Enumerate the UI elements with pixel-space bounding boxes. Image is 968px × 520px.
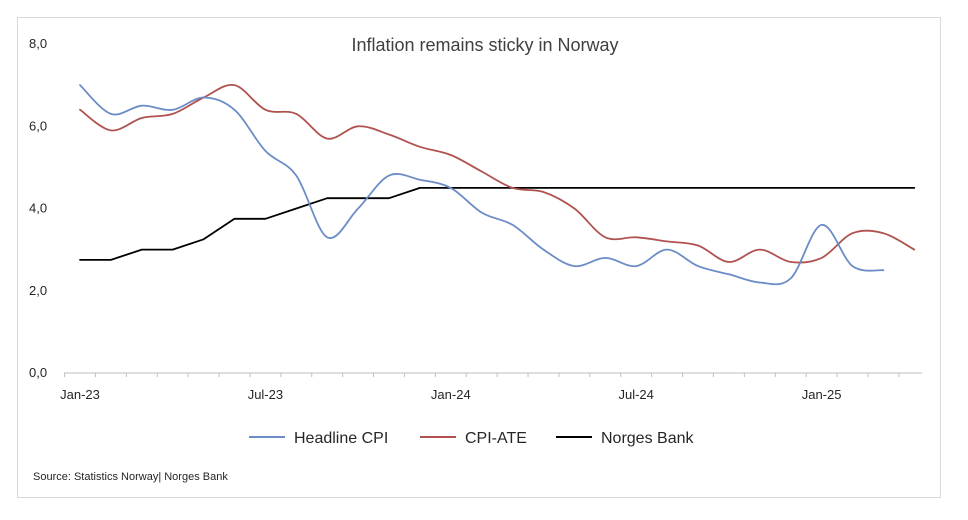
legend-label-headline-cpi: Headline CPI — [294, 430, 388, 447]
source-note: Source: Statistics Norway| Norges Bank — [33, 471, 228, 483]
series-line-headline-cpi — [79, 84, 885, 286]
series-line-norges-bank — [79, 187, 916, 261]
x-tick-label: Jan-25 — [802, 387, 842, 402]
y-tick-label: 2,0 — [29, 283, 47, 298]
x-tick-label: Jul-24 — [618, 387, 653, 402]
chart-frame — [17, 17, 941, 498]
series-lines — [79, 83, 916, 286]
y-axis-ticks: 0,0 2,0 4,0 6,0 8,0 — [29, 36, 47, 380]
y-tick-label: 0,0 — [29, 365, 47, 380]
y-tick-label: 6,0 — [29, 118, 47, 133]
legend: Headline CPI CPI-ATE Norges Bank — [249, 430, 694, 447]
x-tick-label: Jan-24 — [431, 387, 471, 402]
x-axis-ticks: Jan-23 Jul-23 Jan-24 Jul-24 Jan-25 — [60, 373, 900, 402]
y-tick-label: 8,0 — [29, 36, 47, 51]
series-line-cpi-ate — [79, 83, 916, 264]
legend-label-cpi-ate: CPI-ATE — [465, 430, 527, 447]
legend-label-norges-bank: Norges Bank — [601, 430, 694, 447]
x-tick-label: Jan-23 — [60, 387, 100, 402]
chart-title: Inflation remains sticky in Norway — [351, 35, 618, 55]
x-tick-label: Jul-23 — [248, 387, 283, 402]
y-tick-label: 4,0 — [29, 201, 47, 216]
